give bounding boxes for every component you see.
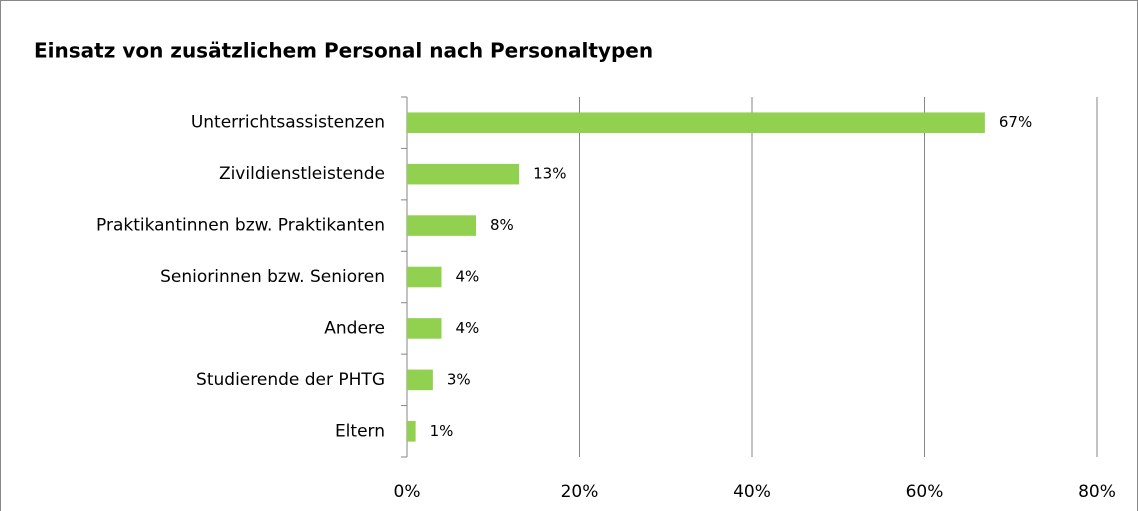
x-tick-label: 80% [1078, 482, 1116, 502]
bar [407, 215, 476, 236]
bar [407, 318, 442, 339]
x-tick-label: 60% [906, 482, 944, 502]
bar [407, 369, 433, 391]
data-label: 8% [490, 216, 514, 234]
bar [407, 421, 416, 442]
y-tick-label: Andere [324, 318, 385, 338]
x-tick-label: 40% [733, 482, 771, 502]
y-tick-label: Praktikantinnen bzw. Praktikanten [96, 216, 385, 236]
data-label: 3% [447, 370, 471, 388]
chart-title: Einsatz von zusätzlichem Personal nach P… [34, 39, 653, 63]
data-label: 4% [456, 319, 480, 337]
data-label: 4% [456, 268, 480, 286]
bar [407, 163, 520, 185]
y-tick-label: Eltern [335, 421, 385, 441]
bar [407, 112, 985, 133]
data-label: 67% [999, 113, 1032, 131]
data-label: 1% [430, 422, 454, 440]
y-tick-label: Zivildienstleistende [219, 164, 385, 184]
x-tick-label: 20% [561, 482, 599, 502]
x-tick-label: 0% [394, 482, 421, 502]
y-tick-label: Studierende der PHTG [196, 370, 385, 390]
bar [407, 266, 442, 288]
data-label: 13% [533, 165, 566, 183]
y-tick-label: Seniorinnen bzw. Senioren [160, 267, 385, 287]
y-tick-label: Unterrichtsassistenzen [191, 113, 385, 133]
